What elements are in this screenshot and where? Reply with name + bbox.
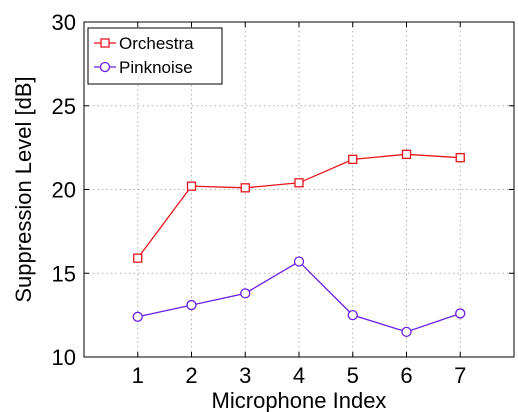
y-tick-label: 20 (52, 178, 76, 203)
y-axis-label: Suppression Level [dB] (11, 76, 36, 302)
pinknoise-point (186, 299, 197, 311)
x-tick-label: 2 (185, 363, 197, 388)
legend-box (87, 27, 223, 85)
x-tick-label: 5 (347, 363, 359, 388)
orchestra-point (240, 183, 250, 193)
legend-label: Pinknoise (119, 58, 193, 77)
legend-item-pinknoise: Pinknoise (94, 58, 193, 77)
x-tick-label: 7 (454, 363, 466, 388)
orchestra-point (348, 154, 358, 165)
pinknoise-point (455, 308, 466, 319)
pinknoise-point (132, 311, 143, 322)
pinknoise-point (401, 326, 412, 338)
x-axis-label: Microphone Index (212, 388, 387, 412)
legend-marker (100, 38, 110, 48)
pinknoise-point (240, 288, 251, 299)
x-tick-label: 4 (293, 363, 305, 388)
x-tick-label: 3 (239, 363, 251, 388)
orchestra-point (455, 153, 465, 163)
orchestra-point (186, 181, 197, 191)
pinknoise-point (293, 256, 305, 267)
orchestra-point (133, 253, 143, 263)
legend-marker (99, 61, 111, 73)
x-tick-label: 6 (400, 363, 412, 388)
series-pinknoise (132, 256, 466, 338)
orchestra-point (294, 178, 304, 188)
x-tick-label: 1 (132, 363, 144, 388)
y-tick-label: 15 (52, 261, 76, 286)
y-tick-label: 30 (52, 10, 76, 35)
axis-ticks: 1 2 3 4 5 6 7 10 15 20 25 30 (52, 10, 514, 388)
legend-label: Orchestra (119, 34, 194, 53)
y-tick-label: 10 (52, 345, 76, 370)
series-layer (132, 149, 466, 338)
pinknoise-point (347, 309, 358, 321)
legend: Orchestra Pinknoise (87, 27, 223, 85)
legend-item-orchestra: Orchestra (94, 34, 194, 53)
orchestra-point (401, 149, 412, 159)
series-orchestra (133, 149, 465, 263)
y-tick-label: 25 (52, 94, 76, 119)
